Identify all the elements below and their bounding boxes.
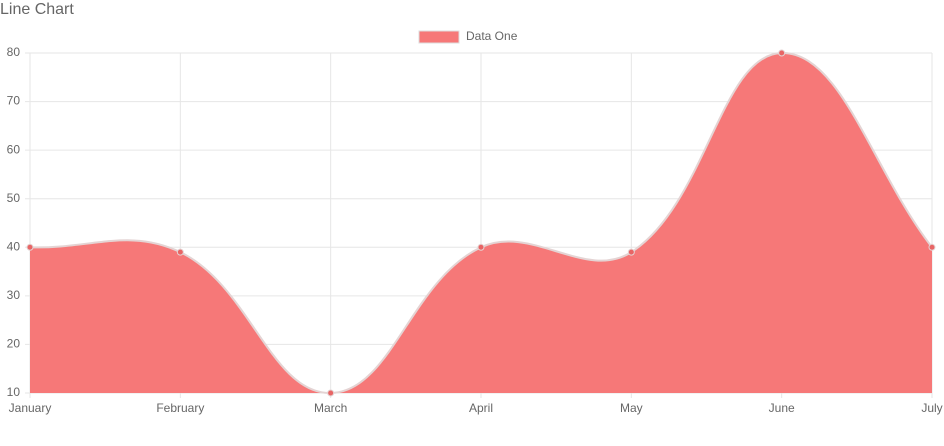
x-tick-label: April [469,401,493,415]
legend-label: Data One [466,29,518,43]
x-tick-label: July [921,401,942,415]
point [627,248,635,256]
area [30,52,932,394]
x-tick-label: February [156,401,204,415]
x-tick-label: May [620,401,643,415]
point [477,243,485,251]
chart-title: Line Chart [0,1,74,18]
y-tick-label: 80 [7,45,21,59]
point [176,248,184,256]
y-tick-label: 70 [7,94,21,108]
y-tick-label: 20 [7,337,21,351]
legend: Data One [418,29,518,44]
x-tick-label: March [314,401,347,415]
point [928,243,936,251]
point [327,389,335,397]
series [29,52,933,394]
point [26,243,34,251]
y-tick-label: 60 [7,142,21,156]
x-tick-label: June [769,401,795,415]
point [778,49,786,57]
x-tick-label: January [9,401,52,415]
legend-swatch [418,30,460,44]
line [29,52,933,394]
y-tick-label: 10 [7,385,21,399]
y-tick-label: 30 [7,288,21,302]
y-tick-label: 40 [7,239,21,253]
y-tick-label: 50 [7,191,21,205]
